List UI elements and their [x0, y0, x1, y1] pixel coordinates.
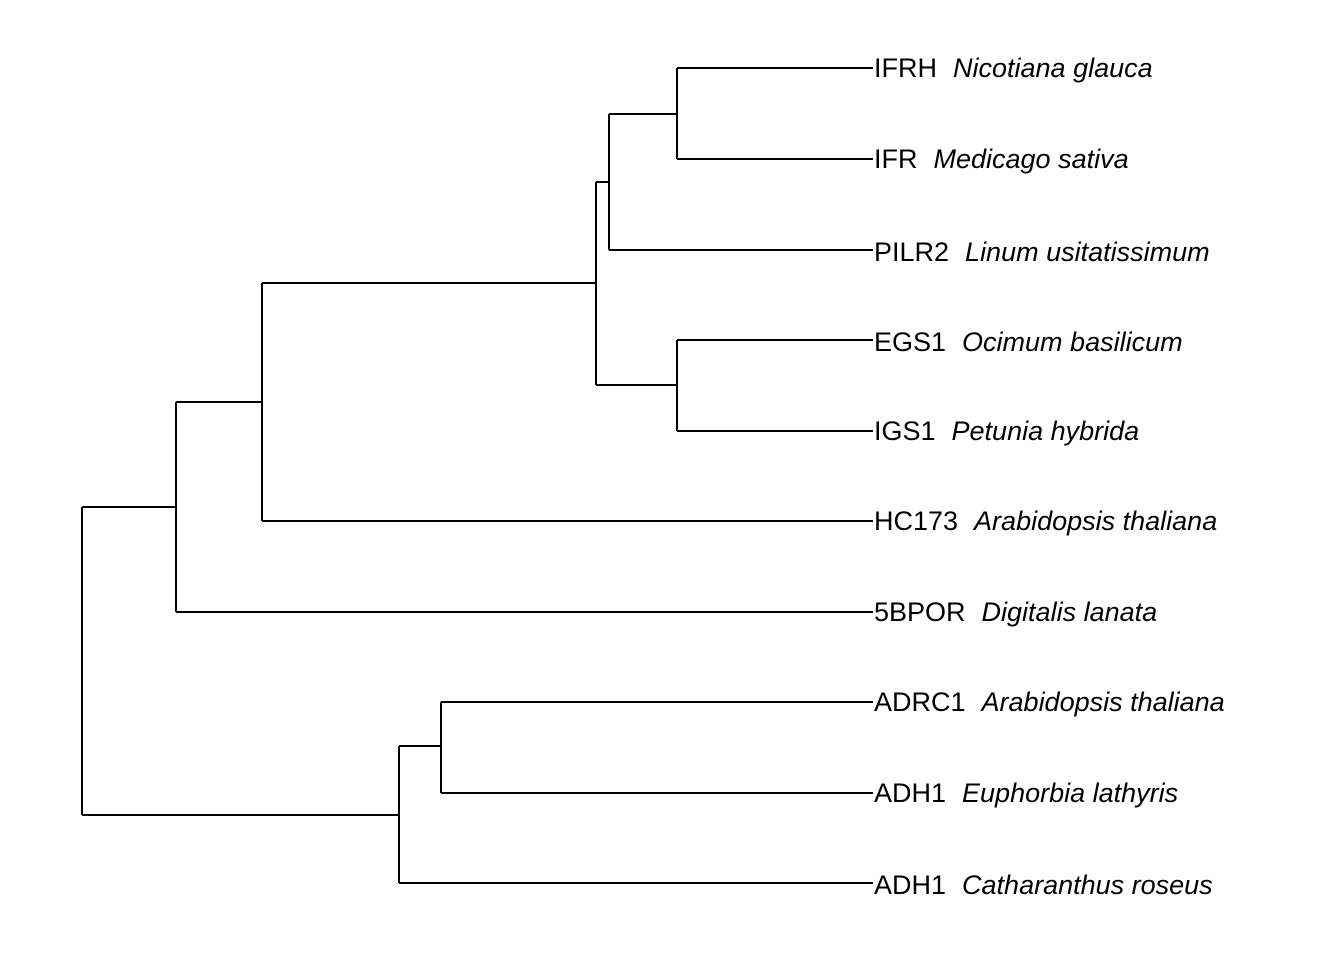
leaf-label: PILR2 Linum usitatissimum [874, 237, 1210, 267]
species-name: Linum usitatissimum [965, 237, 1210, 267]
leaf-label: IFR Medicago sativa [874, 144, 1129, 174]
species-name: Catharanthus roseus [962, 870, 1213, 900]
gene-name: ADH1 [874, 778, 946, 808]
species-name: Nicotiana glauca [953, 53, 1153, 83]
gene-name: IGS1 [874, 416, 936, 446]
species-name: Arabidopsis thaliana [980, 687, 1225, 717]
gene-name: EGS1 [874, 327, 946, 357]
leaf-label: ADH1 Euphorbia lathyris [874, 778, 1178, 808]
leaf-label: 5BPOR Digitalis lanata [874, 597, 1157, 627]
leaf-label: IFRH Nicotiana glauca [874, 53, 1153, 83]
species-name: Medicago sativa [934, 144, 1129, 174]
tree-branches [81, 67, 873, 884]
leaf-label: ADH1 Catharanthus roseus [874, 870, 1213, 900]
leaf-label: IGS1 Petunia hybrida [874, 416, 1139, 446]
gene-name: IFRH [874, 53, 937, 83]
leaf-labels: IFRH Nicotiana glauca IFR Medicago sativa … [874, 53, 1225, 900]
gene-name: ADRC1 [874, 687, 966, 717]
leaf-label: HC173 Arabidopsis thaliana [874, 506, 1217, 536]
gene-name: HC173 [874, 506, 958, 536]
species-name: Digitalis lanata [982, 597, 1158, 627]
species-name: Ocimum basilicum [962, 327, 1183, 357]
gene-name: ADH1 [874, 870, 946, 900]
leaf-label: EGS1 Ocimum basilicum [874, 327, 1183, 357]
species-name: Arabidopsis thaliana [972, 506, 1217, 536]
gene-name: 5BPOR [874, 597, 966, 627]
leaf-label: ADRC1 Arabidopsis thaliana [874, 687, 1225, 717]
species-name: Euphorbia lathyris [962, 778, 1178, 808]
gene-name: PILR2 [874, 237, 949, 267]
species-name: Petunia hybrida [952, 416, 1140, 446]
gene-name: IFR [874, 144, 918, 174]
